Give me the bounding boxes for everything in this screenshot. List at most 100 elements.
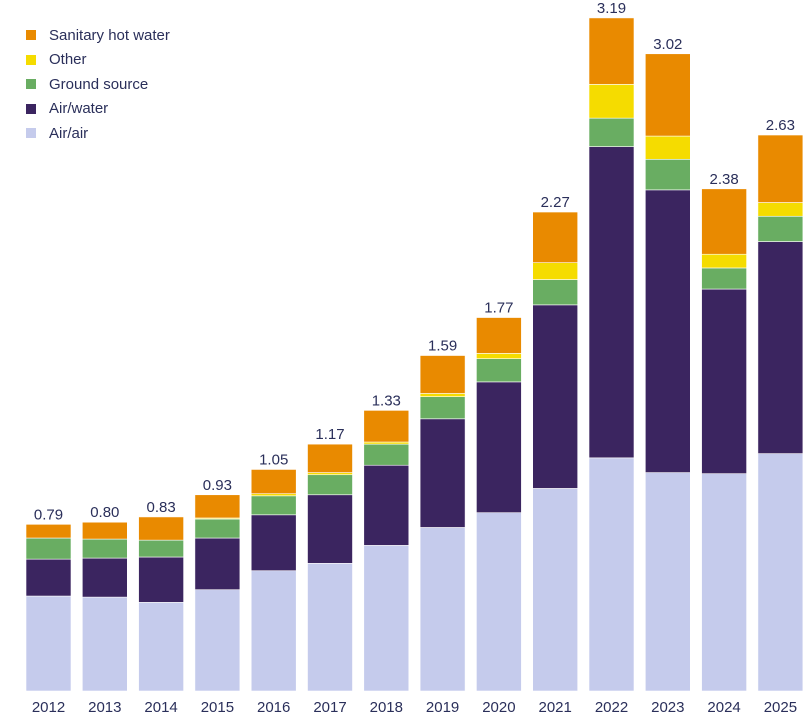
- bar-segment-ground-source-2012: [25, 537, 72, 560]
- bar-segment-other-2017: [307, 472, 353, 476]
- x-tick-label-2014: 2014: [144, 699, 177, 716]
- bar-segment-sanitary-hot-water-2022: [588, 17, 635, 85]
- bar-segment-ground-source-2024: [701, 267, 747, 290]
- bar-segment-sanitary-hot-water-2018: [363, 410, 410, 443]
- total-label-2015: 0.93: [203, 477, 232, 494]
- bar-segment-air-air-2016: [250, 570, 297, 692]
- bar-segment-air-water-2014: [138, 556, 184, 603]
- bar-segment-air-air-2013: [82, 596, 128, 692]
- bar-segment-air-water-2017: [307, 494, 353, 564]
- legend-swatch: [26, 128, 36, 139]
- bar-segment-air-air-2023: [644, 472, 691, 692]
- bar-segment-other-2024: [701, 253, 747, 269]
- bar-segment-air-water-2021: [532, 304, 579, 489]
- x-tick-label-2015: 2015: [201, 699, 234, 716]
- bar-segment-ground-source-2022: [588, 117, 635, 147]
- legend-label: Air/water: [49, 100, 109, 118]
- legend-swatch: [26, 54, 36, 65]
- legend-swatch: [26, 30, 36, 41]
- total-label-2017: 1.17: [315, 426, 344, 443]
- total-label-2019: 1.59: [428, 338, 457, 355]
- bar-segment-air-water-2012: [25, 558, 72, 597]
- bar-segment-air-water-2020: [476, 381, 522, 514]
- bar-segment-other-2021: [532, 262, 579, 280]
- bar-segment-ground-source-2015: [194, 518, 241, 539]
- x-tick-label-2013: 2013: [88, 699, 121, 716]
- bars-group: [25, 17, 804, 692]
- total-label-2024: 2.38: [709, 171, 738, 188]
- bar-segment-air-water-2018: [363, 464, 410, 546]
- bar-segment-other-2016: [250, 493, 297, 497]
- total-label-2012: 0.79: [34, 506, 63, 523]
- bar-segment-ground-source-2019: [419, 396, 466, 420]
- bar-segment-sanitary-hot-water-2014: [138, 516, 184, 541]
- bar-segment-sanitary-hot-water-2019: [419, 355, 466, 394]
- bar-segment-sanitary-hot-water-2017: [307, 443, 353, 473]
- total-label-2016: 1.05: [259, 451, 288, 468]
- bar-segment-air-water-2013: [82, 557, 128, 598]
- legend-item-sanitary-hot-water: Sanitary hot water: [26, 23, 170, 48]
- legend-item-air-water: Air/water: [26, 97, 170, 122]
- x-tick-label-2023: 2023: [651, 699, 684, 716]
- legend-item-ground-source: Ground source: [26, 72, 170, 97]
- x-tick-labels-group: 2012 2013 2014 2015 2016 2017 2018 2019 2020 2021…: [32, 699, 797, 716]
- total-label-2014: 0.83: [146, 499, 175, 516]
- bar-segment-air-water-2022: [588, 146, 635, 459]
- bar-segment-other-2023: [644, 135, 691, 160]
- total-label-2025: 2.63: [766, 117, 795, 134]
- total-label-2020: 1.77: [484, 300, 513, 317]
- total-label-2022: 3.19: [597, 0, 626, 17]
- bar-segment-air-air-2021: [532, 488, 579, 692]
- x-tick-label-2017: 2017: [313, 699, 346, 716]
- x-tick-label-2021: 2021: [539, 699, 572, 716]
- x-tick-label-2016: 2016: [257, 699, 290, 716]
- bar-segment-ground-source-2014: [138, 539, 184, 558]
- total-labels-group: 0.79 0.80 0.83 0.93 1.05 1.17 1.33 1.59 1.77 2.27…: [34, 0, 795, 523]
- bar-segment-air-air-2018: [363, 545, 410, 692]
- bar-segment-air-water-2019: [419, 418, 466, 528]
- bar-segment-ground-source-2016: [250, 495, 297, 516]
- bar-segment-ground-source-2020: [476, 358, 522, 383]
- legend-item-air-air: Air/air: [26, 121, 170, 146]
- x-tick-label-2022: 2022: [595, 699, 628, 716]
- x-tick-label-2024: 2024: [707, 699, 740, 716]
- x-tick-label-2020: 2020: [482, 699, 515, 716]
- bar-segment-air-water-2024: [701, 288, 747, 474]
- legend-swatch: [26, 103, 36, 114]
- bar-segment-ground-source-2017: [307, 474, 353, 496]
- x-tick-label-2018: 2018: [370, 699, 403, 716]
- bar-segment-other-2025: [757, 202, 804, 217]
- bar-segment-sanitary-hot-water-2015: [194, 494, 241, 519]
- bar-segment-air-air-2012: [25, 595, 72, 692]
- bar-segment-air-water-2023: [644, 189, 691, 473]
- bar-segment-air-air-2022: [588, 457, 635, 692]
- x-tick-label-2012: 2012: [32, 699, 65, 716]
- bar-segment-sanitary-hot-water-2013: [82, 521, 128, 540]
- bar-segment-sanitary-hot-water-2012: [25, 524, 72, 539]
- x-tick-label-2019: 2019: [426, 699, 459, 716]
- legend: Sanitary hot water Other Ground source Air/…: [26, 23, 170, 146]
- total-label-2023: 3.02: [653, 36, 682, 53]
- bar-segment-sanitary-hot-water-2024: [701, 188, 747, 255]
- bar-segment-sanitary-hot-water-2023: [644, 53, 691, 137]
- total-label-2013: 0.80: [90, 504, 119, 521]
- bar-segment-ground-source-2025: [757, 215, 804, 242]
- legend-swatch: [26, 79, 36, 90]
- bar-segment-air-air-2020: [476, 512, 522, 692]
- bar-segment-sanitary-hot-water-2020: [476, 317, 522, 354]
- bar-segment-sanitary-hot-water-2016: [250, 469, 297, 495]
- legend-label: Air/air: [49, 124, 89, 142]
- legend-label: Other: [49, 51, 87, 69]
- bar-segment-ground-source-2021: [532, 279, 579, 306]
- bar-segment-sanitary-hot-water-2021: [532, 211, 579, 263]
- legend-item-other: Other: [26, 48, 170, 73]
- total-label-2018: 1.33: [372, 392, 401, 409]
- bar-segment-air-water-2015: [194, 537, 241, 591]
- bar-segment-ground-source-2013: [82, 538, 128, 559]
- x-tick-label-2025: 2025: [764, 699, 797, 716]
- bar-segment-other-2020: [476, 353, 522, 359]
- bar-segment-ground-source-2018: [363, 443, 410, 466]
- bar-segment-air-air-2015: [194, 589, 241, 692]
- bar-segment-air-water-2025: [757, 241, 804, 454]
